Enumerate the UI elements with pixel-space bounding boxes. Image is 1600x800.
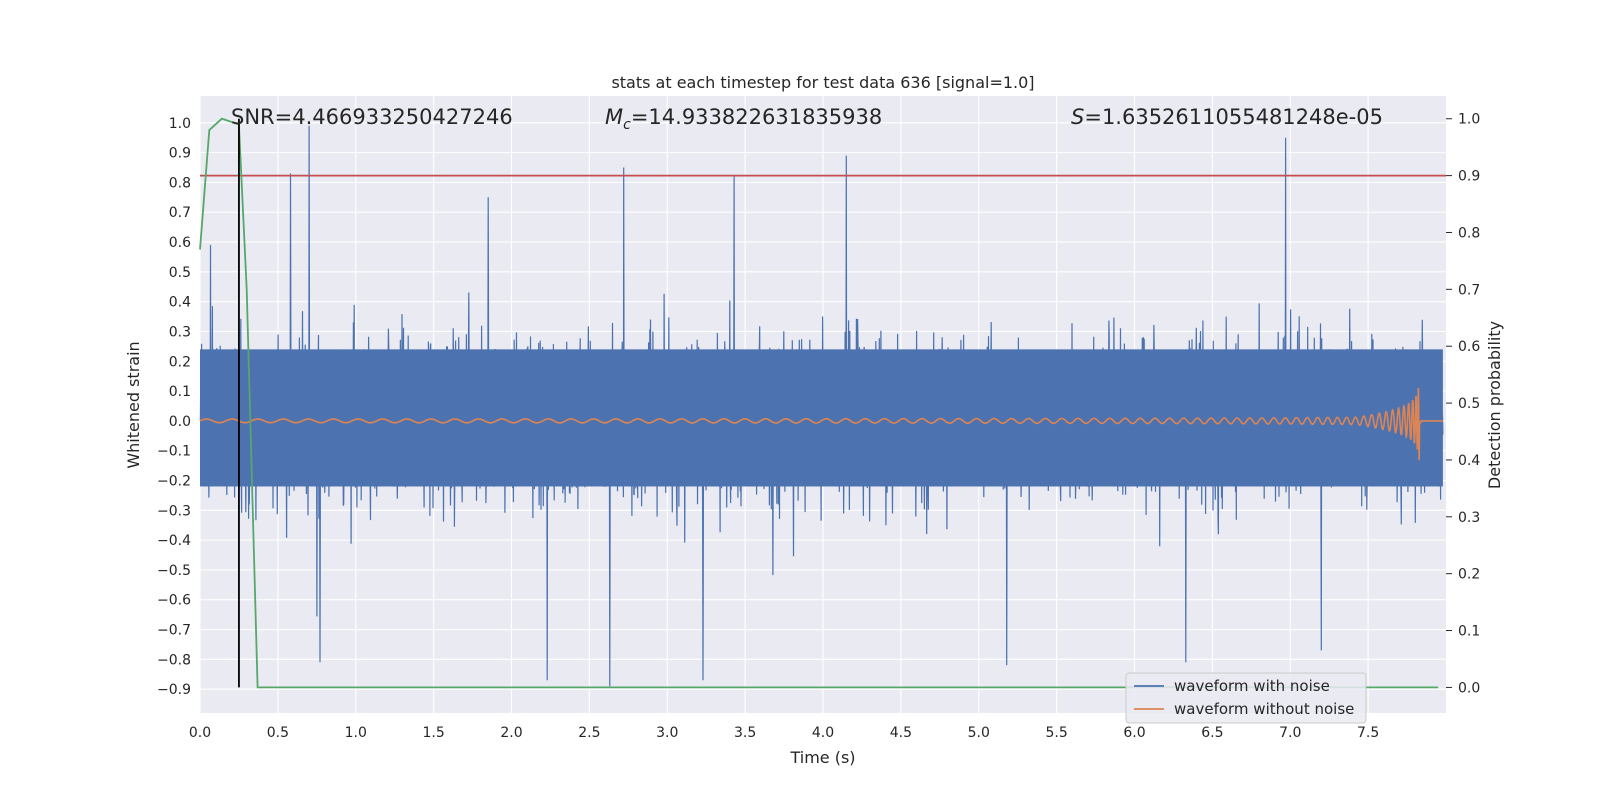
legend: waveform with noise waveform without noi… xyxy=(1125,672,1367,724)
chirp-mass-subscript: c xyxy=(623,117,631,133)
chirp-mass-symbol: M xyxy=(605,105,623,129)
x-tick-label: 0.0 xyxy=(189,725,211,741)
x-tick-label: 7.5 xyxy=(1357,725,1379,741)
y-tick-label: 0.1 xyxy=(169,384,191,400)
snr-annotation: SNR=4.466933250427246 xyxy=(231,105,513,129)
y2-tick-label: 0.8 xyxy=(1458,225,1480,241)
series-waveform-without-noise xyxy=(199,387,1443,461)
y-tick-label: 1.0 xyxy=(169,116,191,132)
y-axis-left: −0.9 −0.8 −0.7 −0.6 −0.5 −0.4 −0.3 −0.2 −0.1 0.0 0… xyxy=(157,116,191,698)
x-tick-label: 4.5 xyxy=(890,725,912,741)
y-tick-label: 0.5 xyxy=(169,265,191,281)
y2-tick-label: 0.1 xyxy=(1458,624,1480,640)
x-axis-label: Time (s) xyxy=(789,748,855,767)
chart-title: stats at each timestep for test data 636… xyxy=(611,73,1034,92)
x-axis: 0.0 0.5 1.0 1.5 2.0 2.5 3.0 3.5 4.0 4.5 5.0 5.5 6.0 6… xyxy=(189,725,1379,741)
y-tick-label: 0.3 xyxy=(169,324,191,340)
y2-tick-label: 0.3 xyxy=(1458,510,1480,526)
y2-tick-label: 0.0 xyxy=(1458,680,1480,696)
y-tick-label: 0.8 xyxy=(169,175,191,191)
y2-tick-label: 0.6 xyxy=(1458,339,1480,355)
y-axis-right: 0.0 0.1 0.2 0.3 0.4 0.5 0.6 0.7 0.8 0.9 1.0 xyxy=(1446,112,1480,696)
y-tick-label: −0.3 xyxy=(157,503,191,519)
y2-tick-label: 0.7 xyxy=(1458,282,1480,298)
x-tick-label: 4.0 xyxy=(812,725,834,741)
x-tick-label: 2.0 xyxy=(500,725,522,741)
x-tick-label: 3.5 xyxy=(734,725,756,741)
x-tick-label: 3.0 xyxy=(656,725,678,741)
y2-tick-label: 0.9 xyxy=(1458,169,1480,185)
y-tick-label: −0.8 xyxy=(157,652,191,668)
x-tick-label: 5.5 xyxy=(1045,725,1067,741)
x-tick-label: 5.0 xyxy=(968,725,990,741)
y-tick-label: 0.0 xyxy=(169,414,191,430)
x-tick-label: 1.5 xyxy=(422,725,444,741)
x-tick-label: 0.5 xyxy=(267,725,289,741)
stat-annotation: S=1.6352611055481248e-05 xyxy=(1071,105,1383,129)
y-tick-label: −0.2 xyxy=(157,474,191,490)
noise-band xyxy=(200,349,1443,487)
y-tick-label: 0.6 xyxy=(169,235,191,251)
legend-label-clean: waveform without noise xyxy=(1174,700,1354,718)
stat-value: =1.6352611055481248e-05 xyxy=(1084,105,1383,129)
y2-tick-label: 0.4 xyxy=(1458,453,1480,469)
x-tick-label: 2.5 xyxy=(578,725,600,741)
y-tick-label: −0.9 xyxy=(157,682,191,698)
y2-tick-label: 0.5 xyxy=(1458,396,1480,412)
y-tick-label: −0.6 xyxy=(157,593,191,609)
y-tick-label: 0.2 xyxy=(169,354,191,370)
y2-tick-label: 0.2 xyxy=(1458,567,1480,583)
y2-tick-label: 1.0 xyxy=(1458,112,1480,128)
chirp-mass-annotation: Mc=14.933822631835938 xyxy=(605,105,882,133)
y-tick-label: 0.4 xyxy=(169,295,191,311)
stat-symbol: S xyxy=(1071,105,1084,129)
x-tick-label: 6.0 xyxy=(1123,725,1145,741)
plot-area xyxy=(199,117,1446,689)
y-tick-label: −0.1 xyxy=(157,444,191,460)
x-tick-label: 1.0 xyxy=(345,725,367,741)
y-tick-label: 0.9 xyxy=(169,146,191,162)
x-tick-label: 7.0 xyxy=(1279,725,1301,741)
y-tick-label: −0.5 xyxy=(157,563,191,579)
y2-axis-label: Detection probability xyxy=(1485,321,1504,489)
legend-label-noise: waveform with noise xyxy=(1174,677,1330,695)
x-tick-label: 6.5 xyxy=(1201,725,1223,741)
legend-box xyxy=(1125,672,1367,724)
chirp-mass-value: =14.933822631835938 xyxy=(631,105,882,129)
y-tick-label: −0.4 xyxy=(157,533,191,549)
y-tick-label: 0.7 xyxy=(169,205,191,221)
y-tick-label: −0.7 xyxy=(157,623,191,639)
y-axis-label: Whitened strain xyxy=(124,341,143,468)
